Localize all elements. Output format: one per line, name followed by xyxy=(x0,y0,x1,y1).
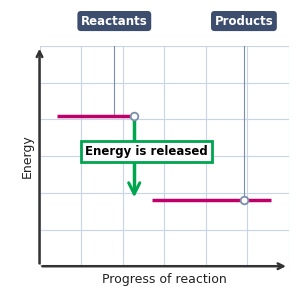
Text: Reactants: Reactants xyxy=(81,15,148,28)
Y-axis label: Energy: Energy xyxy=(21,134,34,178)
X-axis label: Progress of reaction: Progress of reaction xyxy=(102,273,226,286)
Text: Products: Products xyxy=(215,15,273,28)
Text: Energy is released: Energy is released xyxy=(85,145,208,158)
Point xyxy=(241,198,246,203)
Point xyxy=(132,114,137,119)
